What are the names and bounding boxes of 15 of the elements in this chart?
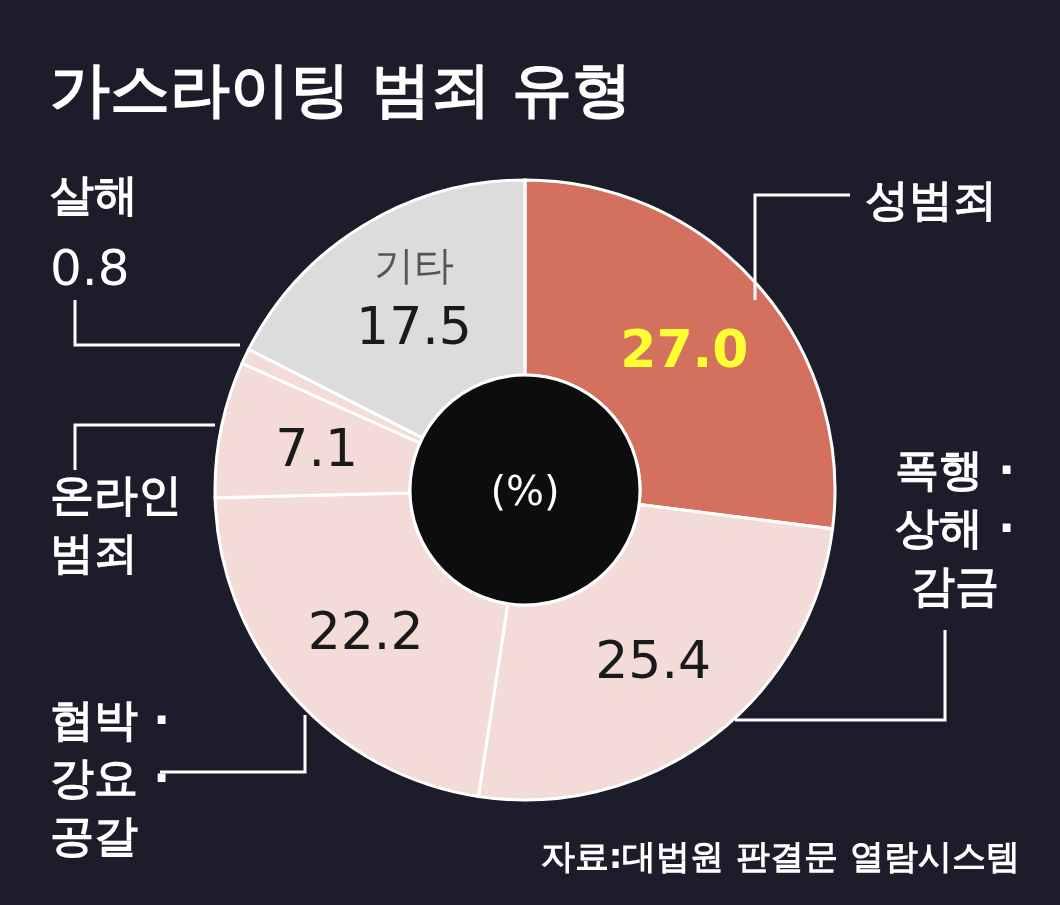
label: 폭행 · 상해 · 감금	[895, 444, 1015, 611]
data-label: 7.1	[275, 418, 358, 479]
data-label: 17.5	[356, 295, 472, 356]
label: 온라인 범죄	[50, 469, 182, 578]
text: 자료:대법원 판결문 열람시스템	[540, 836, 1020, 876]
slice-label: 기타	[373, 241, 454, 288]
chart-title: 가스라이팅 범죄 유형	[50, 54, 632, 124]
label: 살해	[50, 169, 138, 220]
data-label: 22.2	[307, 600, 424, 661]
text: (%)	[490, 468, 560, 514]
label: 성범죄	[865, 174, 997, 225]
data-label: 27.0	[620, 319, 749, 380]
data-label: 25.4	[595, 629, 712, 690]
data-label: 0.8	[50, 239, 130, 297]
label: 협박 · 강요 · 공갈	[50, 694, 171, 861]
